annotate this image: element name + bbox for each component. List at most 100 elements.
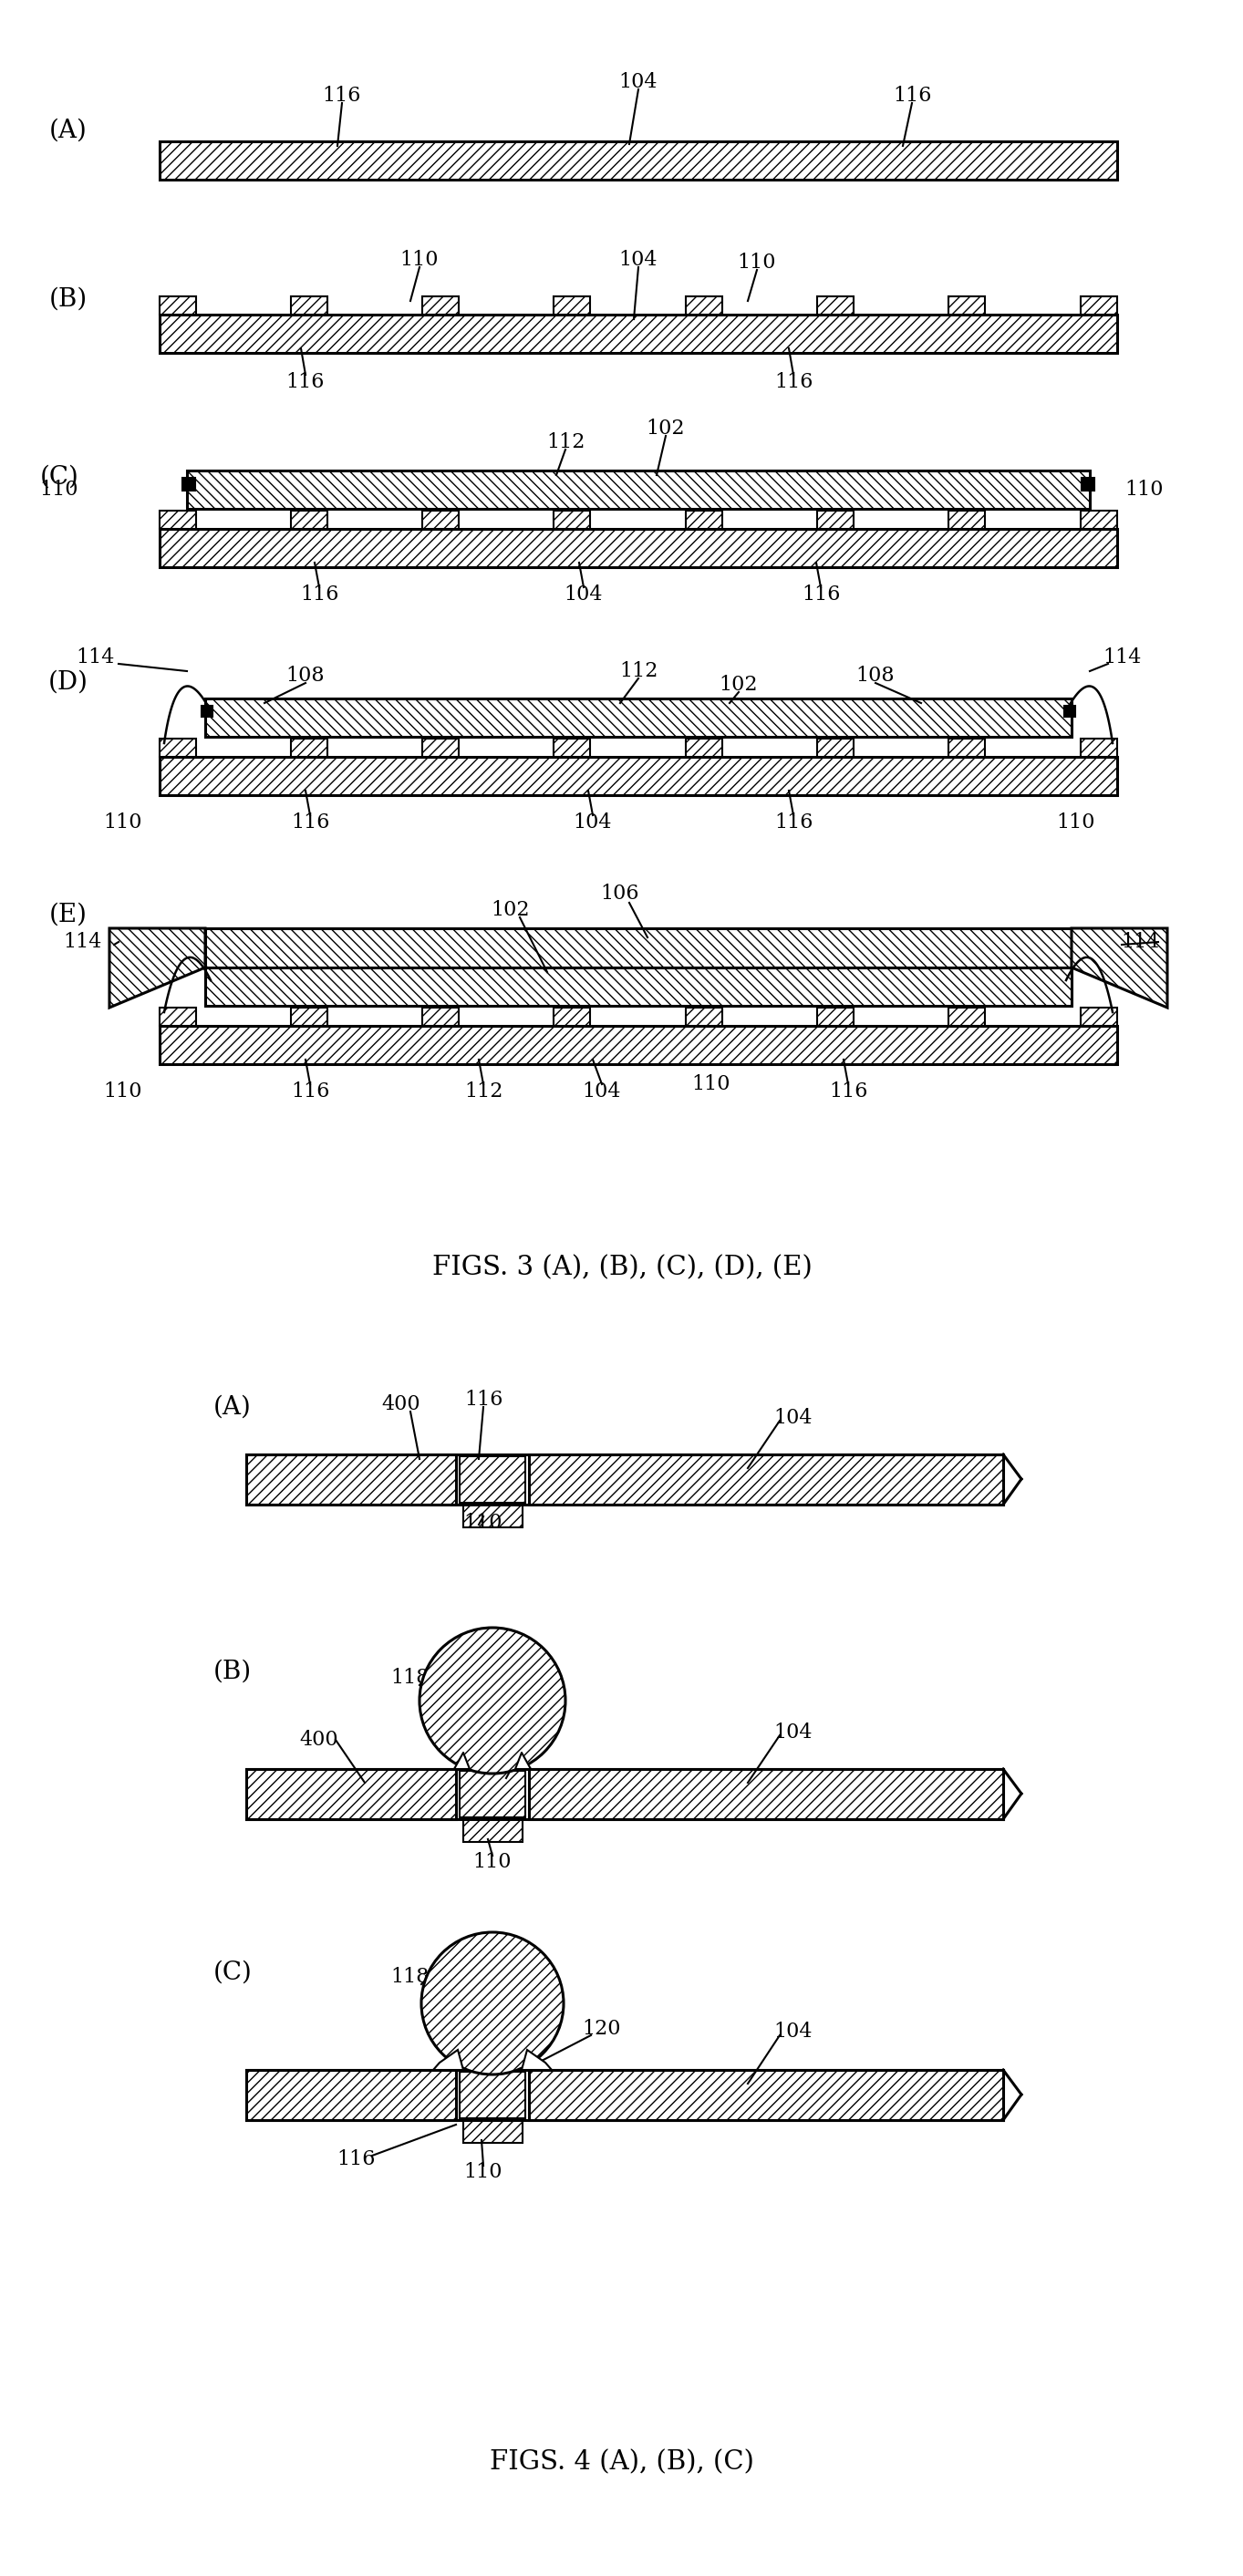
Text: 104: 104 [774,2022,813,2043]
Text: 102: 102 [720,675,758,696]
Bar [159,314,1117,353]
Text: 112: 112 [619,662,658,680]
Bar [553,510,590,528]
Bar [423,739,459,757]
Text: 110: 110 [737,252,777,273]
Text: 102: 102 [646,417,685,438]
Bar [686,510,722,528]
Bar [553,739,590,757]
Bar [686,296,722,314]
Bar [159,510,196,528]
Text: 118: 118 [392,1968,430,1986]
Text: 104: 104 [774,1723,813,1741]
Bar [423,296,459,314]
Text: 110: 110 [474,1852,512,1873]
Text: 116: 116 [286,371,324,392]
Polygon shape [109,927,205,1007]
Bar [183,477,195,489]
Text: 110: 110 [692,1074,731,1095]
Text: 110: 110 [40,479,78,500]
Bar [530,1455,1003,1504]
Text: (D): (D) [48,670,88,696]
Bar [159,757,1117,796]
Text: 116: 116 [337,2148,375,2169]
Bar [464,1504,522,1528]
Bar [1080,510,1117,528]
Bar [460,2071,526,2117]
Text: 110: 110 [1057,811,1095,832]
Text: 114: 114 [1103,647,1141,667]
Text: (A): (A) [214,1396,251,1419]
Bar [1080,739,1117,757]
Polygon shape [454,1752,470,1770]
Text: 116: 116 [291,1082,329,1103]
Text: FIGS. 3 (A), (B), (C), (D), (E): FIGS. 3 (A), (B), (C), (D), (E) [431,1255,812,1280]
Bar [460,1770,526,1816]
Text: 110: 110 [464,2161,502,2182]
Bar [201,706,213,716]
Bar [423,1007,459,1025]
Text: 400: 400 [382,1394,420,1414]
Bar [186,471,1090,510]
Text: 114: 114 [76,647,116,667]
Text: 104: 104 [774,1409,813,1427]
Text: (C): (C) [213,1960,252,1986]
Bar [246,1770,456,1819]
Polygon shape [1071,927,1167,1007]
Text: 102: 102 [491,899,530,920]
Bar [205,969,1071,1005]
Bar [817,510,854,528]
Text: 104: 104 [573,811,612,832]
Polygon shape [522,2050,552,2071]
Text: 104: 104 [619,72,658,93]
Text: (B): (B) [50,289,88,312]
Text: (C): (C) [40,466,78,489]
Bar [291,510,327,528]
Bar [530,2071,1003,2120]
Bar [817,296,854,314]
Bar [423,510,459,528]
Text: 118: 118 [392,1667,430,1687]
Text: 120: 120 [583,2020,622,2040]
Bar [530,1770,1003,1819]
Text: 104: 104 [564,585,603,605]
Bar [246,2071,456,2120]
Text: 116: 116 [829,1082,868,1103]
Text: 116: 116 [510,1723,548,1741]
Bar [460,1455,526,1502]
Text: FIGS. 4 (A), (B), (C): FIGS. 4 (A), (B), (C) [490,2450,755,2476]
Bar [686,1007,722,1025]
Bar [948,1007,984,1025]
Text: 114: 114 [1121,933,1160,953]
Bar [246,1455,456,1504]
Bar [291,1007,327,1025]
Text: 116: 116 [323,85,362,106]
Bar [159,1007,196,1025]
Text: 110: 110 [400,250,439,270]
Bar [1080,1007,1117,1025]
Text: 114: 114 [62,933,102,953]
Polygon shape [433,2050,464,2071]
Text: 116: 116 [464,1388,502,1409]
Bar [159,296,196,314]
Text: 400: 400 [300,1731,338,1749]
Text: 116: 116 [291,811,329,832]
Text: 104: 104 [583,1082,622,1103]
Text: 104: 104 [619,250,658,270]
Bar [291,296,327,314]
Bar [817,739,854,757]
Text: 116: 116 [300,585,338,605]
Bar [948,739,984,757]
Bar [464,2120,522,2143]
Text: 106: 106 [600,884,639,904]
Bar [464,1819,522,1842]
Bar [205,927,1071,969]
Bar [159,528,1117,567]
Text: 112: 112 [464,1082,502,1103]
Text: 116: 116 [802,585,840,605]
Text: (E): (E) [50,902,87,927]
Circle shape [421,1932,563,2074]
Text: 116: 116 [774,811,813,832]
Text: 116: 116 [892,85,931,106]
Bar [948,296,984,314]
